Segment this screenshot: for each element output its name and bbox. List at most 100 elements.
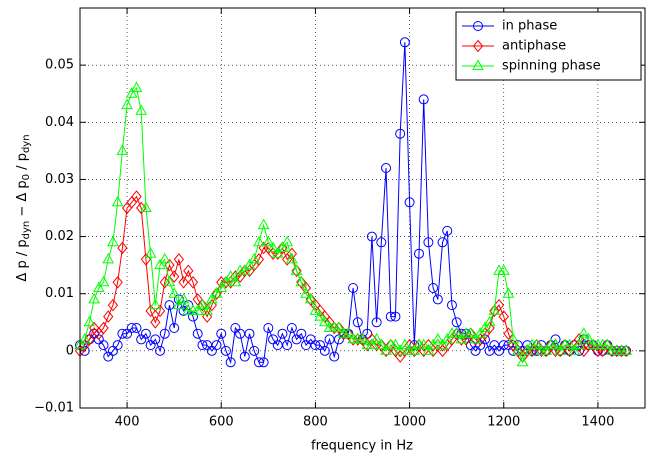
legend-label: antiphase: [502, 39, 566, 54]
marker: [239, 351, 250, 362]
marker: [210, 287, 223, 298]
y-label-part: − Δ p: [15, 180, 30, 220]
marker: [408, 344, 421, 355]
marker: [131, 323, 142, 333]
marker: [164, 300, 175, 311]
y-label-part: / p: [15, 153, 30, 174]
marker: [201, 304, 213, 315]
marker: [436, 338, 449, 350]
marker: [107, 298, 119, 312]
marker: [366, 231, 377, 242]
marker: [88, 292, 100, 304]
marker: [117, 328, 128, 339]
marker: [244, 328, 255, 339]
marker: [488, 304, 501, 315]
marker: [125, 87, 138, 98]
marker: [220, 345, 231, 356]
marker: [140, 328, 151, 339]
marker: [371, 317, 382, 328]
marker: [216, 328, 227, 339]
marker: [530, 338, 543, 350]
marker: [144, 247, 157, 258]
marker: [140, 201, 152, 212]
y-tick-label: 0.04: [45, 115, 74, 130]
marker: [178, 275, 189, 289]
marker: [549, 338, 562, 350]
marker: [394, 344, 407, 355]
marker: [271, 247, 284, 258]
marker: [601, 338, 614, 350]
marker: [404, 197, 415, 208]
x-axis-label: frequency in Hz: [311, 439, 413, 454]
marker: [253, 357, 264, 368]
marker: [168, 287, 181, 298]
series-line: [79, 42, 627, 365]
marker: [318, 315, 331, 327]
marker: [451, 317, 462, 328]
marker: [107, 235, 119, 247]
marker: [188, 311, 198, 322]
marker: [333, 321, 345, 332]
marker: [169, 270, 180, 283]
marker: [516, 355, 529, 367]
marker: [380, 344, 392, 355]
marker: [437, 237, 448, 248]
marker: [417, 338, 430, 350]
marker: [295, 275, 308, 287]
marker: [149, 298, 162, 310]
plot-frame: [79, 7, 646, 409]
marker: [381, 163, 392, 173]
marker: [370, 332, 383, 344]
legend-marker: [472, 59, 484, 70]
marker: [163, 275, 176, 287]
marker: [309, 304, 322, 315]
marker: [493, 298, 505, 312]
marker: [112, 340, 123, 351]
marker: [225, 357, 236, 368]
marker: [563, 338, 576, 350]
legend-marker: [473, 21, 483, 31]
marker: [192, 328, 203, 339]
marker: [111, 195, 124, 207]
marker: [150, 334, 161, 345]
marker: [154, 258, 166, 270]
y-tick-label: 0.03: [45, 172, 74, 187]
marker: [159, 328, 170, 339]
marker: [103, 310, 114, 323]
y-label-sub: dyn: [21, 221, 32, 240]
marker: [215, 281, 228, 292]
marker: [427, 338, 439, 350]
y-label-sub: dyn: [21, 134, 32, 153]
marker: [112, 275, 123, 289]
marker: [395, 128, 406, 139]
marker: [376, 237, 387, 248]
marker: [267, 241, 279, 252]
marker: [431, 332, 444, 344]
legend-label: spinning phase: [502, 59, 601, 74]
marker: [512, 344, 524, 355]
marker: [130, 81, 143, 92]
marker: [102, 252, 115, 264]
y-tick-label: 0.05: [45, 58, 74, 73]
marker: [348, 283, 359, 293]
marker: [352, 317, 363, 328]
marker: [385, 311, 396, 322]
legend-marker: [472, 39, 484, 53]
marker: [474, 327, 487, 338]
marker: [116, 144, 129, 155]
marker: [568, 344, 581, 355]
y-label-part: Δ p / p: [15, 239, 30, 281]
marker: [150, 315, 161, 329]
marker: [169, 323, 180, 333]
x-tick-label: 1200: [487, 415, 520, 430]
marker: [577, 327, 590, 338]
marker: [248, 252, 261, 264]
marker: [418, 94, 429, 105]
marker: [220, 275, 232, 287]
marker: [281, 235, 294, 247]
marker: [300, 287, 312, 298]
marker: [540, 344, 552, 355]
marker: [483, 315, 496, 327]
marker: [262, 235, 275, 247]
marker: [304, 292, 317, 304]
